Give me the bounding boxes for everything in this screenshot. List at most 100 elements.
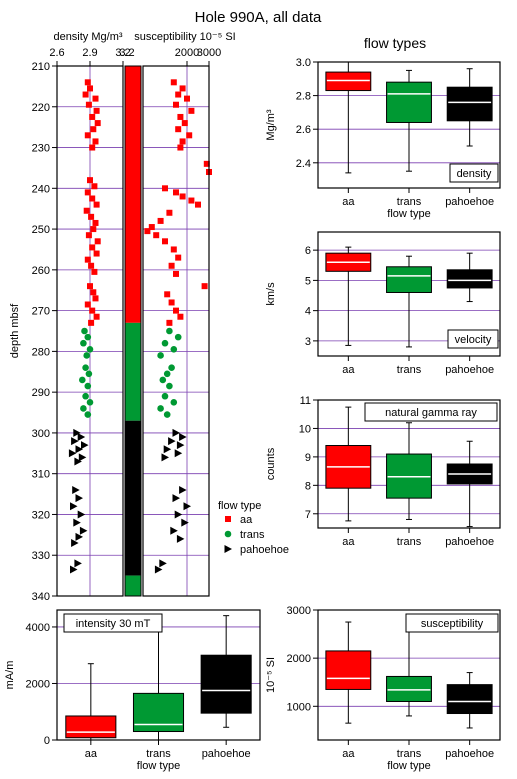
susceptibility-point-aa	[166, 319, 173, 326]
susceptibility_box-box-trans	[386, 675, 432, 702]
density-point-pahoehoe	[78, 453, 87, 462]
density-point-aa	[88, 213, 95, 220]
right-heading: flow types	[364, 35, 426, 51]
gamma_box-ytick-label: 9	[305, 452, 311, 464]
susceptibility-point-trans	[163, 370, 171, 378]
susceptibility-point-pahoehoe	[183, 502, 191, 511]
susceptibility-title: susceptibility 10⁻⁵ SI	[134, 31, 235, 43]
susceptibility-point-aa	[177, 313, 184, 320]
velocity_box-ylabel: km/s	[265, 282, 277, 306]
intensity_box-ytick-label: 4000	[26, 622, 50, 634]
depth-tick-label: 280	[32, 346, 50, 358]
figure-title: Hole 990A, all data	[195, 9, 322, 26]
susceptibility-point-trans	[157, 352, 164, 359]
density-point-pahoehoe	[74, 559, 82, 568]
depth-tick-label: 290	[32, 387, 50, 399]
density_box-ytick-label: 2.4	[296, 158, 311, 170]
susceptibility_box-box-pahoehoe	[446, 684, 493, 715]
susceptibility_box-ytick-label: 3000	[287, 605, 311, 617]
velocity_box-xtick-label-trans: trans	[397, 364, 422, 376]
density-point-aa	[89, 244, 96, 251]
density_box-ytick-label: 2.6	[296, 124, 311, 136]
density-point-trans	[84, 411, 92, 418]
density-point-aa	[89, 144, 96, 151]
density-point-pahoehoe	[70, 502, 78, 511]
susceptibility_box-xtick-label-aa: aa	[342, 748, 355, 760]
susceptibility-point-aa	[179, 193, 186, 200]
legend-title: flow type	[218, 500, 261, 512]
susceptibility-point-aa	[144, 228, 151, 235]
intensity_box-frame	[56, 609, 261, 741]
density_box-box-aa	[325, 71, 372, 92]
susceptibility_box-box-aa	[325, 650, 372, 690]
density-point-aa	[84, 256, 91, 263]
susceptibility-point-pahoehoe	[172, 428, 180, 437]
density-point-aa	[91, 183, 98, 190]
susceptibility-point-pahoehoe	[163, 445, 172, 454]
gamma_box-ylabel: counts	[265, 447, 277, 480]
susceptibility-point-aa	[203, 160, 210, 167]
legend-marker-trans	[224, 530, 232, 538]
velocity_box-ytick-label: 6	[305, 245, 311, 257]
depth-tick-label: 270	[32, 306, 50, 318]
susceptibility-point-aa	[175, 91, 182, 98]
density-point-pahoehoe	[75, 445, 83, 454]
depth-tick-label: 340	[32, 591, 50, 603]
susceptibility-point-trans	[166, 382, 173, 390]
susceptibility_box-annotation: susceptibility	[421, 618, 484, 630]
gamma_box-xtick-label-pahoehoe: pahoehoe	[445, 536, 494, 548]
density-point-trans	[82, 364, 89, 371]
susceptibility-point-trans	[170, 346, 178, 353]
density-xtick-end-label: 3.2	[119, 47, 134, 59]
density-point-pahoehoe	[75, 532, 83, 541]
density-point-aa	[89, 113, 96, 120]
density-point-aa	[90, 226, 97, 233]
velocity_box-box-trans	[386, 266, 432, 293]
density-point-aa	[82, 91, 89, 98]
susceptibility-point-pahoehoe	[154, 565, 163, 574]
density-frame	[56, 65, 124, 597]
susceptibility-point-aa	[162, 238, 168, 245]
density-point-pahoehoe	[71, 539, 79, 547]
susceptibility-point-aa	[173, 270, 179, 277]
intensity_box-box-aa	[65, 715, 117, 739]
intensity_box-xtick-label-pahoehoe: pahoehoe	[202, 748, 251, 760]
susceptibility-point-pahoehoe	[176, 441, 185, 450]
density-point-pahoehoe	[70, 565, 78, 574]
legend-label-aa: aa	[240, 514, 253, 526]
density_box-annotation: density	[457, 168, 492, 180]
density-point-pahoehoe	[73, 518, 81, 527]
susceptibility-point-trans	[170, 399, 178, 406]
density-point-trans	[85, 370, 93, 378]
depth-tick-label: 300	[32, 428, 50, 440]
density-point-aa	[84, 132, 91, 139]
susceptibility-point-aa	[170, 79, 177, 86]
susceptibility-point-pahoehoe	[174, 510, 183, 519]
density-point-aa	[93, 107, 100, 114]
susceptibility-point-aa	[179, 138, 186, 145]
susceptibility-point-aa	[166, 209, 173, 216]
gamma_box-ytick-label: 8	[305, 480, 311, 492]
susceptibility-point-pahoehoe	[159, 559, 167, 568]
depth-tick-label: 260	[32, 265, 50, 277]
intensity_box-ytick-label: 2000	[26, 678, 50, 690]
susceptibility-point-pahoehoe	[170, 526, 178, 535]
gamma_box-ytick-label: 10	[299, 423, 311, 435]
density-point-aa	[94, 120, 101, 127]
density_box-annotation-box	[449, 163, 499, 183]
depth-tick-label: 250	[32, 224, 50, 236]
density-point-trans	[86, 346, 94, 353]
susceptibility-point-aa	[173, 307, 179, 314]
density-point-aa	[92, 138, 99, 145]
flowtype-segment-aa	[125, 66, 141, 323]
susceptibility_box-annotation-box	[405, 613, 499, 633]
susceptibility-point-aa	[173, 101, 179, 108]
velocity_box-ytick-label: 5	[305, 275, 311, 287]
susceptibility-point-trans	[161, 392, 169, 400]
gamma_box-xtick-label-aa: aa	[342, 536, 355, 548]
susceptibility-point-aa	[186, 132, 193, 139]
susceptibility-point-aa	[157, 217, 164, 224]
depth-tick-label: 230	[32, 143, 50, 155]
susceptibility-point-aa	[175, 126, 182, 133]
density_box-xtick-label-pahoehoe: pahoehoe	[445, 196, 494, 208]
